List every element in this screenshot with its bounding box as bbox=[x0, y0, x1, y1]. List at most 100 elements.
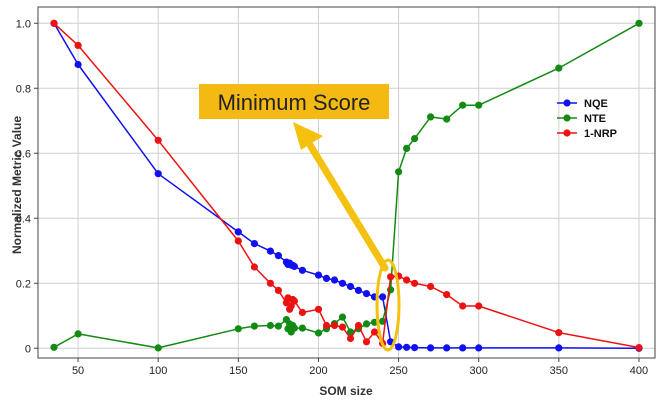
point-nqe bbox=[354, 286, 363, 294]
point-nqe bbox=[266, 247, 274, 255]
point-nqe bbox=[74, 60, 82, 69]
point-1-nrp bbox=[50, 19, 58, 27]
annotation-text: Minimum Score bbox=[218, 90, 371, 115]
point-nqe bbox=[362, 290, 371, 298]
point-nqe bbox=[338, 279, 347, 287]
x-axis: 50 100 150 200 250 300 350 400 bbox=[72, 358, 648, 377]
point-nte bbox=[266, 321, 274, 330]
point-1-nrp bbox=[234, 237, 242, 245]
legend-item-nqe: NQE bbox=[557, 98, 608, 110]
x-axis-label: SOM size bbox=[319, 384, 373, 398]
point-nte bbox=[459, 101, 467, 109]
point-nqe bbox=[555, 344, 563, 352]
point-1-nrp bbox=[298, 308, 306, 317]
point-nqe bbox=[322, 274, 331, 282]
point-nqe bbox=[403, 343, 411, 351]
point-nte bbox=[346, 328, 355, 336]
legend-label: 1-NRP bbox=[584, 128, 617, 140]
point-nqe bbox=[314, 271, 323, 279]
point-nqe bbox=[411, 344, 419, 352]
point-nte bbox=[362, 320, 371, 328]
legend-item-1-nrp: 1-NRP bbox=[557, 128, 617, 140]
point-nte bbox=[403, 144, 411, 152]
point-nte bbox=[475, 101, 483, 109]
point-nte bbox=[443, 115, 451, 123]
point-nqe bbox=[250, 240, 258, 248]
point-nqe bbox=[443, 344, 451, 352]
point-1-nrp bbox=[459, 302, 467, 310]
y-tick-label: 0.6 bbox=[16, 148, 31, 160]
point-nqe bbox=[154, 170, 162, 178]
y-tick-label: 0.4 bbox=[16, 213, 31, 225]
point-1-nrp bbox=[403, 276, 411, 284]
point-1-nrp bbox=[290, 297, 298, 305]
y-tick-label: 0.8 bbox=[16, 83, 31, 95]
x-tick-label: 300 bbox=[470, 365, 488, 377]
point-1-nrp bbox=[322, 321, 331, 330]
y-axis: 0 0.2 0.4 0.6 0.8 1.0 bbox=[16, 18, 38, 355]
plot-frame bbox=[37, 6, 656, 359]
point-nte bbox=[290, 324, 298, 332]
point-nte bbox=[338, 313, 347, 321]
point-nte bbox=[250, 322, 258, 330]
series-nqe bbox=[50, 19, 643, 352]
point-nqe bbox=[290, 262, 298, 270]
point-1-nrp bbox=[411, 279, 419, 287]
point-1-nrp bbox=[354, 321, 363, 330]
point-1-nrp bbox=[314, 305, 323, 313]
point-nqe bbox=[330, 276, 339, 284]
series-layer bbox=[50, 19, 643, 352]
point-1-nrp bbox=[362, 338, 371, 346]
point-1-nrp bbox=[274, 286, 282, 294]
point-nte bbox=[274, 322, 282, 330]
x-tick-label: 350 bbox=[550, 365, 568, 377]
point-nte bbox=[427, 113, 435, 121]
point-nte bbox=[395, 168, 403, 176]
point-nte bbox=[298, 324, 306, 332]
point-nqe bbox=[427, 344, 435, 352]
minimum-ellipse bbox=[375, 258, 401, 352]
point-nte bbox=[411, 135, 419, 143]
point-1-nrp bbox=[250, 263, 258, 271]
annotation-box bbox=[199, 84, 389, 119]
point-nqe bbox=[459, 344, 467, 352]
x-tick-label: 250 bbox=[389, 365, 407, 377]
point-nte bbox=[314, 329, 323, 337]
point-nqe bbox=[475, 344, 483, 352]
legend: NQE NTE 1-NRP bbox=[557, 98, 617, 140]
point-1-nrp bbox=[74, 41, 82, 50]
point-nte bbox=[555, 64, 563, 72]
point-1-nrp bbox=[555, 329, 563, 337]
legend-label: NQE bbox=[584, 98, 608, 110]
point-nqe bbox=[379, 293, 387, 301]
y-axis-label: Normalized Metric Value bbox=[10, 116, 24, 254]
point-nqe bbox=[274, 252, 282, 260]
point-nqe bbox=[234, 228, 242, 236]
point-nte bbox=[154, 344, 162, 352]
x-tick-label: 200 bbox=[309, 365, 327, 377]
y-tick-label: 1.0 bbox=[16, 18, 31, 30]
point-1-nrp bbox=[443, 291, 451, 299]
point-1-nrp bbox=[266, 279, 274, 287]
legend-item-nte: NTE bbox=[557, 113, 606, 125]
arrow-shaft bbox=[306, 141, 389, 272]
point-1-nrp bbox=[427, 282, 435, 291]
point-1-nrp bbox=[330, 321, 339, 330]
legend-marker bbox=[563, 99, 571, 107]
point-nqe bbox=[346, 282, 355, 291]
point-nte bbox=[234, 325, 242, 333]
point-nte bbox=[50, 343, 58, 351]
point-nqe bbox=[395, 343, 403, 351]
legend-label: NTE bbox=[584, 113, 606, 125]
arrow-head bbox=[293, 122, 323, 150]
point-nte bbox=[635, 19, 643, 27]
point-nqe bbox=[298, 266, 306, 274]
x-tick-label: 50 bbox=[72, 365, 84, 377]
x-tick-label: 150 bbox=[229, 365, 247, 377]
x-tick-label: 100 bbox=[149, 365, 167, 377]
point-1-nrp bbox=[346, 334, 355, 343]
y-tick-label: 0 bbox=[25, 343, 31, 355]
point-nte bbox=[74, 330, 82, 338]
y-tick-label: 0.2 bbox=[16, 278, 31, 290]
